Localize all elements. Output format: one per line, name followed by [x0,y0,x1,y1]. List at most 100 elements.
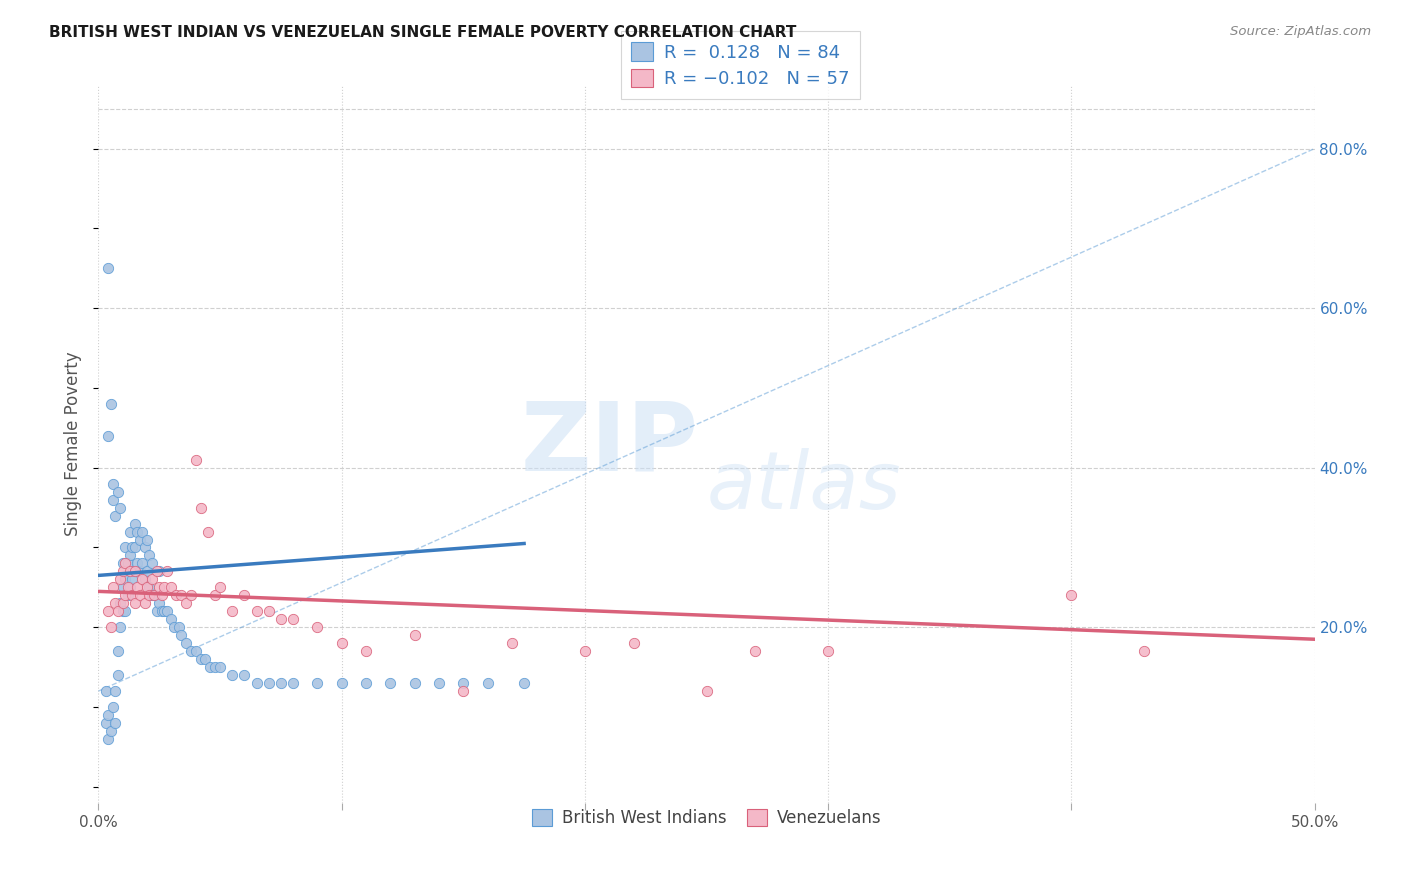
Point [138,588,160,602]
Point [127,581,149,595]
Point [163,620,186,634]
Point [111,581,134,595]
Point [118,581,141,595]
Point [97,261,120,276]
Point [194,652,217,666]
Point [101,492,124,507]
Point [148,565,170,579]
Point [136,565,159,579]
Point [281,676,304,690]
Point [404,628,426,642]
Point [110,620,132,634]
Point [204,660,226,674]
Point [330,636,353,650]
Point [127,524,149,539]
Point [307,676,329,690]
Point [107,644,129,658]
Point [104,716,127,731]
Point [101,476,124,491]
Point [118,524,141,539]
Point [107,604,129,618]
Point [143,588,166,602]
Point [131,524,153,539]
Point [146,604,169,618]
Point [111,565,134,579]
Text: ZIP: ZIP [520,397,699,491]
Point [209,581,232,595]
Point [148,581,170,595]
Point [221,668,243,682]
Point [307,620,329,634]
Point [110,500,132,515]
Point [404,676,426,690]
Point [197,524,219,539]
Point [330,676,353,690]
Text: BRITISH WEST INDIAN VS VENEZUELAN SINGLE FEMALE POVERTY CORRELATION CHART: BRITISH WEST INDIAN VS VENEZUELAN SINGLE… [49,25,797,40]
Point [128,588,150,602]
Point [380,676,402,690]
Point [141,588,163,602]
Point [146,565,169,579]
Point [744,644,766,658]
Point [165,588,187,602]
Text: atlas: atlas [706,448,901,526]
Legend: British West Indians, Venezuelans: British West Indians, Venezuelans [526,803,887,834]
Point [104,596,127,610]
Point [121,588,143,602]
Point [143,588,166,602]
Y-axis label: Single Female Poverty: Single Female Poverty [65,351,83,536]
Point [245,604,267,618]
Point [190,500,212,515]
Point [118,565,141,579]
Point [118,549,141,563]
Point [97,731,120,746]
Point [1133,644,1156,658]
Point [100,620,122,634]
Point [94,716,117,731]
Point [170,588,193,602]
Point [354,676,377,690]
Point [209,660,232,674]
Point [111,557,134,571]
Text: Source: ZipAtlas.com: Source: ZipAtlas.com [1230,25,1371,38]
Point [233,588,256,602]
Point [184,452,207,467]
Point [153,581,176,595]
Point [160,612,183,626]
Point [427,676,450,690]
Point [117,581,139,595]
Point [453,676,475,690]
Point [138,581,160,595]
Point [124,565,146,579]
Point [107,668,129,682]
Point [174,596,197,610]
Point [477,676,499,690]
Point [111,596,134,610]
Point [141,573,163,587]
Point [184,644,207,658]
Point [101,581,124,595]
Point [124,516,146,531]
Point [200,660,222,674]
Point [623,636,645,650]
Point [97,708,120,723]
Point [141,557,163,571]
Point [180,588,202,602]
Point [100,724,122,739]
Point [696,684,718,698]
Point [245,676,267,690]
Point [94,684,117,698]
Point [121,541,143,555]
Point [107,484,129,499]
Point [453,684,475,698]
Point [114,541,136,555]
Point [111,604,134,618]
Point [204,588,226,602]
Point [170,628,193,642]
Point [270,676,292,690]
Point [190,652,212,666]
Point [104,508,127,523]
Point [155,565,177,579]
Point [1060,588,1083,602]
Point [136,533,159,547]
